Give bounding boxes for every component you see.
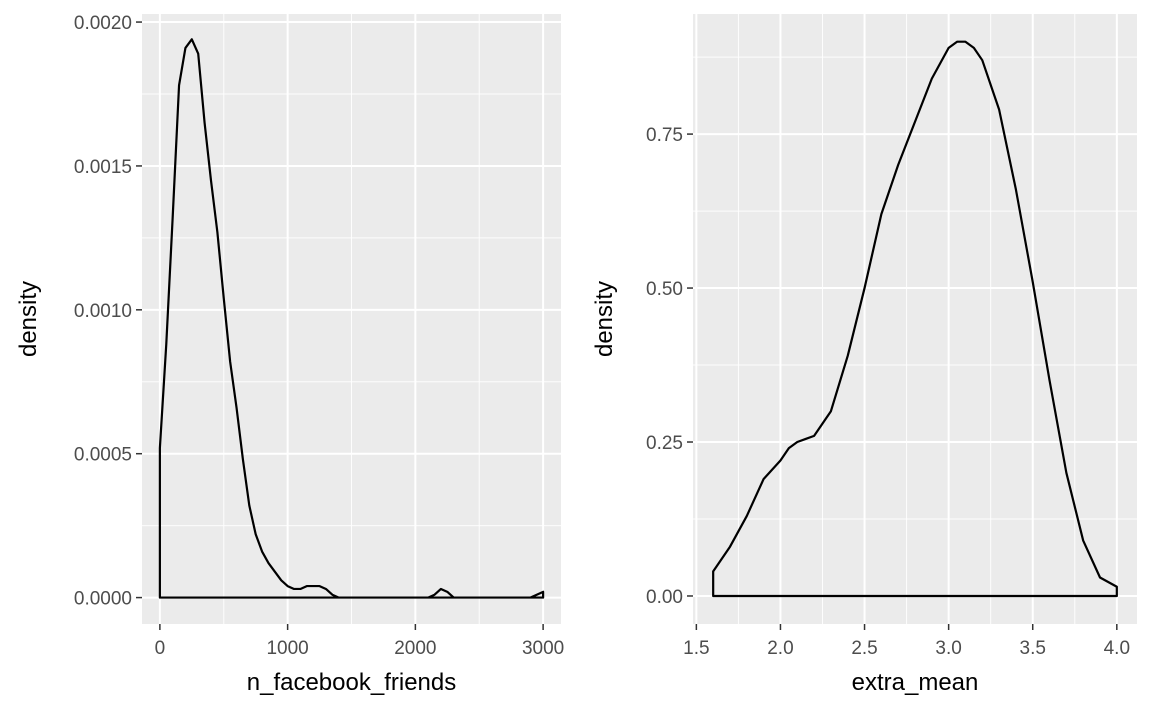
x-tick-label: 0 bbox=[155, 638, 166, 659]
y-axis-title: density bbox=[591, 281, 618, 357]
y-tick-label: 0.0000 bbox=[74, 589, 132, 610]
y-tick-label: 0.0005 bbox=[74, 445, 132, 466]
panel-background bbox=[693, 14, 1137, 624]
x-tick-label: 3.5 bbox=[1020, 638, 1046, 659]
y-tick-label: 0.0015 bbox=[74, 157, 132, 178]
x-tick-label: 2.5 bbox=[851, 638, 877, 659]
y-tick-label: 0.0010 bbox=[74, 301, 132, 322]
y-tick-label: 0.0020 bbox=[74, 13, 132, 34]
y-tick-label: 0.75 bbox=[646, 125, 683, 146]
x-axis-title: n_facebook_friends bbox=[247, 669, 456, 696]
left-density-panel: 0.0000 0.0005 0.0010 0.0015 0.0020 0 1000 2000 3… bbox=[15, 13, 564, 696]
x-tick-label: 4.0 bbox=[1104, 638, 1130, 659]
y-tick-label: 0.50 bbox=[646, 279, 683, 300]
x-tick-label: 1.5 bbox=[683, 638, 709, 659]
x-tick-label: 1000 bbox=[266, 638, 308, 659]
density-curve bbox=[158, 38, 545, 599]
x-tick-label: 2.0 bbox=[767, 638, 793, 659]
x-tick-label: 3.0 bbox=[935, 638, 961, 659]
y-tick-label: 0.25 bbox=[646, 433, 683, 454]
y-tick-label: 0.00 bbox=[646, 587, 683, 608]
density-curve bbox=[712, 40, 1118, 598]
x-axis-title: extra_mean bbox=[852, 669, 979, 696]
y-axis-title: density bbox=[15, 281, 42, 357]
x-tick-label: 3000 bbox=[522, 638, 564, 659]
right-density-panel: 0.00 0.25 0.50 0.75 1.5 2.0 2.5 3.0 3.5 4.0 extra_… bbox=[591, 14, 1137, 696]
x-tick-label: 2000 bbox=[394, 638, 436, 659]
